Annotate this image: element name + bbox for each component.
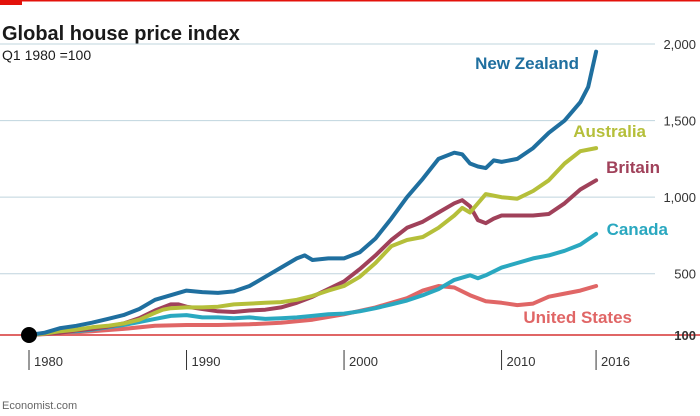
x-tick-label: 2010: [507, 354, 536, 369]
source-label: Economist.com: [2, 400, 77, 412]
series-line-new-zealand: [27, 49, 599, 337]
x-tick-label: 2000: [349, 354, 378, 369]
y-tick-labels: 2,000 1,500 1,000 500 100: [663, 37, 696, 343]
series-label-australia: Australia: [573, 122, 646, 141]
y-tick-label: 2,000: [663, 37, 696, 52]
x-tick-label: 2016: [601, 354, 630, 369]
chart-subtitle: Q1 1980 =100: [2, 47, 91, 63]
y-tick-label: 1,000: [663, 190, 696, 205]
start-point-marker: [21, 327, 37, 343]
x-tick-label: 1980: [34, 354, 63, 369]
top-rule: [0, 0, 700, 2]
series-label-britain: Britain: [606, 158, 660, 177]
series-line-britain: [27, 178, 599, 337]
series-label-new-zealand: New Zealand: [475, 54, 579, 73]
series-label-canada: Canada: [607, 220, 669, 239]
x-axis: 1980 1990 2000 2010 2016: [28, 350, 630, 370]
y-gridlines: [0, 43, 700, 336]
y-tick-label: 100: [674, 328, 696, 343]
x-tick-label: 1990: [192, 354, 221, 369]
brand-accent-bar: [0, 0, 22, 5]
y-tick-label: 500: [674, 267, 696, 282]
series-label-united-states: United States: [523, 308, 632, 327]
series-line-australia: [27, 146, 599, 337]
series-labels: New Zealand Australia Britain Canada United …: [475, 54, 668, 327]
series-lines: [21, 49, 599, 343]
chart-title: Global house price index: [2, 23, 240, 45]
series-line-united-states: [27, 284, 599, 337]
y-tick-label: 1,500: [663, 114, 696, 129]
